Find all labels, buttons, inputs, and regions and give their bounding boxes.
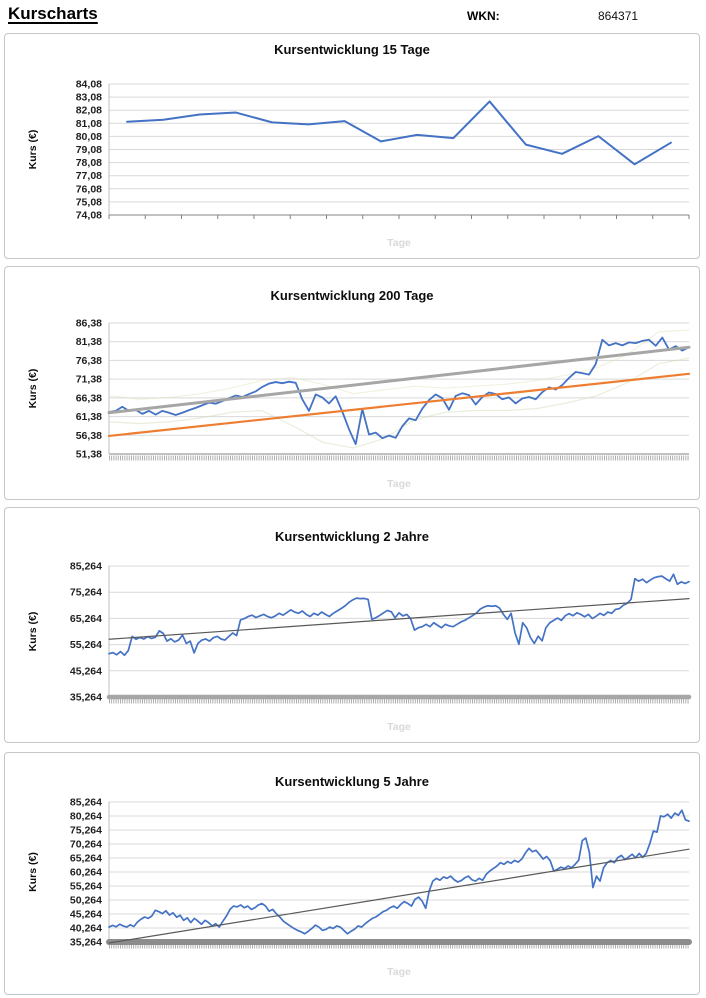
y-tick-label: 80,264 xyxy=(70,811,102,823)
chart-title: Kursentwicklung 15 Tage xyxy=(274,42,430,57)
y-tick-label: 85,264 xyxy=(70,561,102,573)
trend-grau-line xyxy=(107,345,691,415)
y-tick-label: 82,08 xyxy=(76,105,102,117)
trendlinie-line xyxy=(108,598,690,640)
y-tick-label: 71,38 xyxy=(76,374,102,386)
y-tick-label: 84,08 xyxy=(76,79,102,91)
chart-title: Kursentwicklung 5 Jahre xyxy=(275,774,429,789)
y-tick-label: 70,264 xyxy=(70,839,102,851)
page-title: Kurscharts xyxy=(8,4,98,23)
y-tick-label: 81,38 xyxy=(76,336,102,348)
chart-panel-200-tage: 86,38 81,38 76,38 71,38 66,38 61,38 56,38 51,38… xyxy=(4,266,700,500)
y-tick-label: 55,264 xyxy=(70,881,102,893)
y-tick-label: 85,264 xyxy=(70,797,102,809)
kurs-line xyxy=(108,809,690,935)
y-tick-label: 75,264 xyxy=(70,825,102,837)
y-tick-label: 86,38 xyxy=(76,318,102,330)
y-tick-label: 45,264 xyxy=(70,665,102,677)
chart-title: Kursentwicklung 200 Tage xyxy=(270,288,433,303)
chart-panel-15-tage: 84,08 83,08 82,08 81,08 80,08 79,08 78,08 77,08… xyxy=(4,33,700,259)
y-tick-label: 50,264 xyxy=(70,895,102,907)
wkn-label: WKN: xyxy=(467,9,500,23)
chart-15-tage: 84,0883,0882,0881,0880,0879,0878,0877,08… xyxy=(27,42,690,249)
x-axis-title: Tage xyxy=(387,478,411,490)
y-tick-label: 77,08 xyxy=(76,170,102,182)
y-axis-title: Kurs (€) xyxy=(27,130,39,170)
x-axis-title: Tage xyxy=(387,966,411,978)
y-tick-label: 55,264 xyxy=(70,639,102,651)
kurs-line xyxy=(126,100,672,166)
chart-panel-2-jahre: 85,264 75,264 65,264 55,264 45,264 35,264 Kur… xyxy=(4,507,700,743)
y-tick-label: 79,08 xyxy=(76,144,102,156)
chart-2-jahre: 85,264 75,264 65,264 55,264 45,264 35,264 Kur… xyxy=(27,529,692,733)
y-tick-label: 60,264 xyxy=(70,867,102,879)
wkn-value: 864371 xyxy=(598,9,639,23)
chart-panel-5-jahre: 85,264 80,264 75,264 70,264 65,264 60,264 55,2… xyxy=(4,752,700,995)
y-tick-label: 76,38 xyxy=(76,355,102,367)
y-tick-label: 75,264 xyxy=(70,587,102,599)
y-tick-label: 45,264 xyxy=(70,909,102,921)
band-lower-line xyxy=(108,357,690,449)
kurs-line xyxy=(108,336,690,446)
x-axis-title: Tage xyxy=(387,721,411,733)
y-tick-label: 40,264 xyxy=(70,923,102,935)
y-tick-label: 81,08 xyxy=(76,118,102,130)
chart-200-tage: 86,38 81,38 76,38 71,38 66,38 61,38 56,38 51,38… xyxy=(27,288,691,490)
y-tick-label: 65,264 xyxy=(70,853,102,865)
chart-5-jahre: 85,264 80,264 75,264 70,264 65,264 60,264 55,2… xyxy=(27,774,692,978)
y-tick-label: 78,08 xyxy=(76,157,102,169)
y-axis-title: Kurs (€) xyxy=(27,369,39,409)
y-tick-label: 66,38 xyxy=(76,392,102,404)
y-tick-label: 80,08 xyxy=(76,131,102,143)
kurs-line xyxy=(108,573,690,657)
y-tick-label: 35,264 xyxy=(70,937,102,949)
y-tick-label: 61,38 xyxy=(76,411,102,423)
trendlinie-line xyxy=(108,848,690,944)
y-tick-label: 76,08 xyxy=(76,183,102,195)
page-header: Kurscharts WKN: 864371 xyxy=(0,0,706,32)
y-tick-label: 51,38 xyxy=(76,449,102,461)
chart-title: Kursentwicklung 2 Jahre xyxy=(275,529,429,544)
y-tick-label: 56,38 xyxy=(76,430,102,442)
y-axis-title: Kurs (€) xyxy=(27,852,39,892)
y-tick-label: 35,264 xyxy=(70,692,102,704)
y-axis-title: Kurs (€) xyxy=(27,612,39,652)
y-tick-label: 75,08 xyxy=(76,196,102,208)
y-tick-label: 65,264 xyxy=(70,613,102,625)
y-tick-label: 74,08 xyxy=(76,210,102,222)
trend-orange-line xyxy=(107,372,691,438)
y-tick-label: 83,08 xyxy=(76,92,102,104)
x-axis-title: Tage xyxy=(387,237,411,249)
